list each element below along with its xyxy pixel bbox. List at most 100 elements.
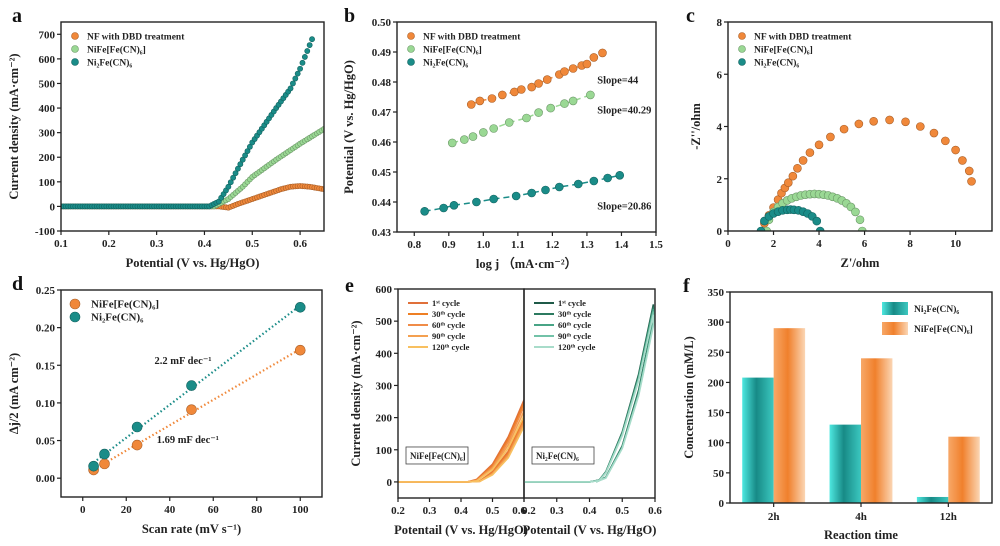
x-tick-label: 0.4: [198, 238, 212, 250]
data-point: [901, 117, 910, 127]
y-tick-label: 150: [708, 408, 725, 420]
axes-frame: [396, 21, 657, 233]
series-0: [398, 399, 524, 483]
legend-label: 1ˢᵗ cycle: [432, 298, 460, 308]
axes-frame: [523, 288, 656, 499]
data-point: [941, 136, 950, 146]
series-4: [398, 415, 524, 483]
panel-f: 0 50 100 150 200 250 300 350 2h 4h 12h Reaction tim…: [682, 275, 993, 542]
data-point: [449, 201, 459, 210]
data-point: [929, 128, 939, 138]
x-tick-label: 0: [80, 504, 86, 516]
data-point: [489, 124, 498, 133]
y-tick-label: 600: [376, 284, 393, 296]
plot-area: [398, 399, 524, 483]
data-point: [511, 191, 521, 201]
data-point: [805, 148, 815, 157]
x-tick-label: 40: [164, 504, 176, 516]
legend-label: NiFe[Fe(CN)₆]: [91, 299, 159, 311]
series-1: [88, 302, 306, 472]
axes-frame: [729, 291, 993, 504]
x-tick-label: 0.5: [486, 505, 500, 517]
data-point: [498, 90, 507, 100]
axes-frame: [60, 21, 325, 232]
series-line: [524, 314, 655, 483]
x-axis-label: Reaction time: [824, 528, 898, 542]
plot-area: [524, 304, 655, 483]
bar-nife-4h: [861, 358, 893, 503]
x-tick-label: 2: [771, 238, 777, 250]
x-tick-label: 0.3: [150, 238, 164, 250]
data-point: [186, 380, 197, 391]
legend-marker: [407, 45, 415, 53]
x-tick-label: 0.4: [454, 505, 468, 517]
annotation: 2.2 mF dec⁻¹: [155, 356, 212, 367]
data-point: [568, 96, 578, 106]
x-tick-label: 0.8: [407, 239, 421, 251]
y-axis-label: Current density (mA·cm⁻²): [349, 320, 363, 466]
legend-marker: [407, 58, 415, 66]
axes-frame: [727, 21, 993, 232]
data-point: [468, 132, 478, 141]
data-point: [555, 182, 564, 192]
data-point: [304, 48, 311, 54]
x-tick-label: 1.1: [511, 239, 525, 251]
y-tick-label: 350: [708, 287, 725, 299]
y-tick-label: 0.47: [372, 107, 392, 119]
data-point: [541, 185, 550, 195]
x-tick-label: 0.1: [54, 238, 68, 250]
x-tick-label: 1.0: [476, 239, 490, 251]
x-tick-label: 4h: [855, 511, 867, 523]
legend-label: 1ˢᵗ cycle: [558, 298, 586, 308]
series-2: [420, 171, 625, 216]
legend: NiFe[Fe(CN)₆]Ni₂Fe(CN)₆: [69, 298, 159, 324]
data-point: [857, 226, 867, 231]
legend-marker: [738, 45, 746, 53]
x-tick-label: 0.6: [293, 238, 307, 250]
y-tick-label: 400: [376, 348, 393, 360]
x-axis-label: Potentail (V vs. Hg/HgO): [394, 523, 528, 537]
data-point: [527, 188, 536, 198]
data-point: [287, 85, 294, 92]
legend-marker: [738, 32, 746, 40]
data-point: [309, 36, 315, 43]
y-tick-label: 500: [376, 316, 393, 328]
x-tick-label: 10: [950, 238, 962, 250]
data-point: [230, 174, 237, 181]
legend-label: NiFe[Fe(CN)₆]: [914, 324, 973, 335]
data-point: [812, 216, 822, 226]
y-tick-label: 0.50: [372, 17, 392, 29]
series-line: [398, 415, 524, 483]
annotation: 1.69 mF dec⁻¹: [157, 435, 219, 446]
data-point: [573, 179, 583, 189]
data-point: [479, 128, 488, 137]
fit-line: [93, 348, 301, 471]
legend-label: 90ᵗʰ cycle: [432, 331, 465, 341]
data-point: [855, 215, 865, 225]
series-line: [398, 399, 524, 483]
legend-marker: [71, 58, 79, 66]
legend-marker: [69, 311, 81, 323]
legend-label: Ni₂Fe(CN)₆: [914, 304, 959, 315]
x-tick-label: 0.5: [615, 505, 629, 517]
y-tick-label: 300: [39, 128, 56, 140]
data-point: [615, 171, 625, 180]
legend-label: NiFe[Fe(CN)₆]: [87, 45, 146, 56]
data-point: [854, 119, 864, 129]
y-tick-label: 0.43: [372, 227, 392, 239]
data-point: [568, 64, 578, 73]
data-point: [589, 176, 599, 186]
y-tick-label: 0.00: [36, 473, 56, 485]
bar-nife-2h: [773, 328, 806, 503]
legend-marker: [69, 298, 81, 310]
data-point: [603, 173, 612, 183]
y-tick-label: 4: [717, 122, 723, 134]
panel-letter: a: [12, 5, 22, 27]
y-tick-label: 6: [717, 69, 723, 81]
x-tick-label: 0: [725, 238, 731, 250]
legend-label: NF with DBD treatment: [87, 33, 185, 43]
data-point: [839, 124, 849, 134]
y-tick-label: 0.05: [36, 436, 56, 448]
y-tick-label: 0: [717, 226, 723, 238]
